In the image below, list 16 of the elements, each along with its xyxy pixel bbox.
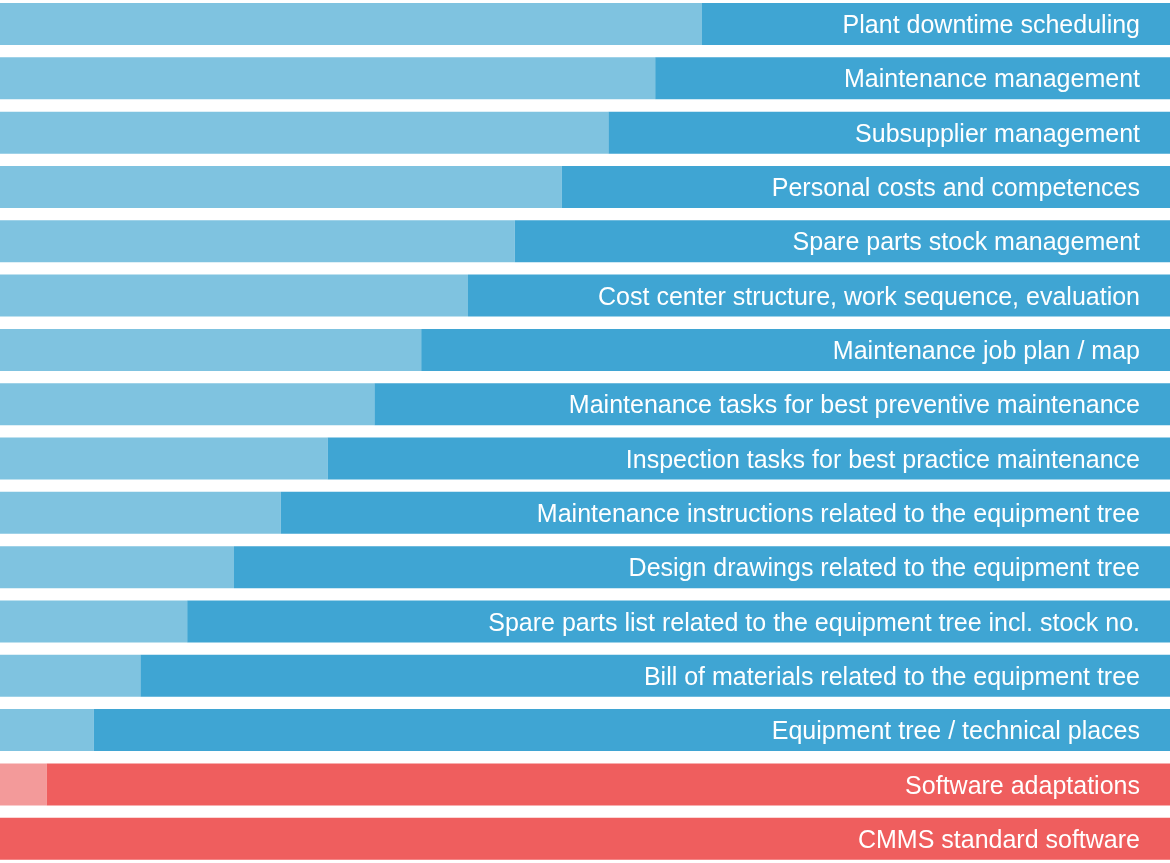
y-tick-label: CMMS standard software — [857, 824, 1140, 853]
y-tick-label: Personal costs and competences — [771, 173, 1140, 202]
y-tick-label: Maintenance instructions related to the equipment tree — [536, 498, 1140, 527]
y-tick-label: Spare parts stock management — [792, 227, 1141, 256]
y-tick-label: Maintenance management — [843, 64, 1141, 93]
y-tick-label: Spare parts list related to the equipment tree incl. stock no. — [488, 607, 1140, 636]
y-tick-label: Equipment tree / technical places — [771, 716, 1140, 745]
y-tick-label: Bill of materials related to the equipment tree — [643, 661, 1140, 690]
y-tick-label: Subsupplier management — [855, 118, 1141, 147]
y-tick-label: Inspection tasks for best practice maintenance — [625, 444, 1140, 473]
y-tick-label: Maintenance job plan / map — [832, 336, 1140, 365]
y-tick-label: Design drawings related to the equipment tree — [628, 553, 1140, 582]
y-tick-label: Plant downtime scheduling — [842, 10, 1140, 39]
y-tick-label: Maintenance tasks for best preventive maintenance — [568, 390, 1140, 419]
y-tick-label: Cost center structure, work sequence, evaluation — [598, 281, 1140, 310]
y-tick-label: Software adaptations — [905, 770, 1140, 799]
